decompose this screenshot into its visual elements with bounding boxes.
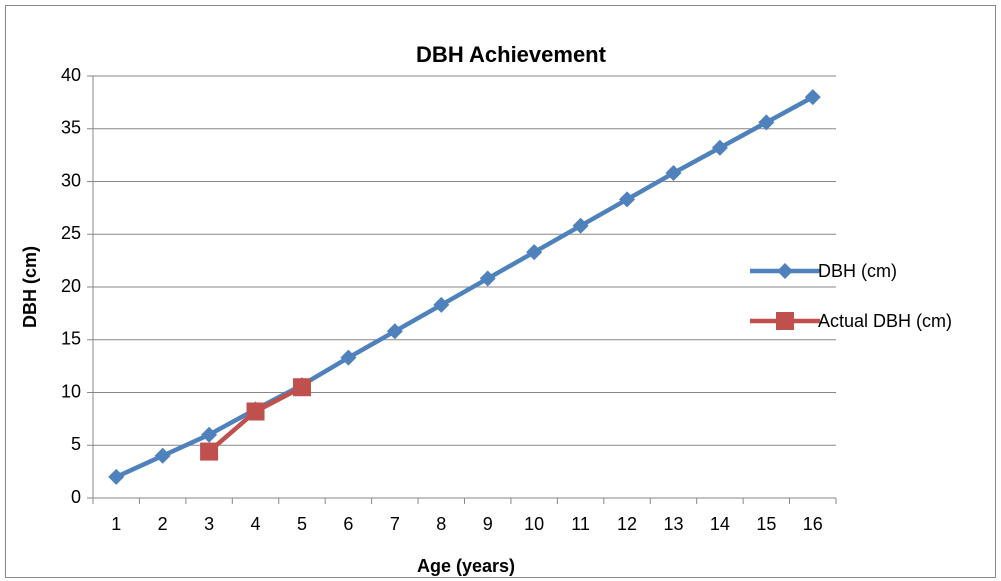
data-point [433, 296, 450, 313]
data-point [619, 191, 636, 208]
y-tick-label: 25 [61, 223, 81, 243]
legend-marker [777, 263, 793, 279]
data-point [758, 114, 775, 131]
x-tick-label: 11 [571, 514, 590, 534]
y-tick-label: 30 [61, 170, 81, 190]
data-point [526, 244, 543, 261]
data-point [200, 442, 219, 461]
data-point [201, 426, 218, 443]
x-tick-label: 1 [111, 514, 121, 534]
data-point [246, 402, 265, 421]
chart-border [5, 5, 996, 578]
x-tick-label: 8 [436, 514, 446, 534]
legend-label: DBH (cm) [818, 261, 897, 281]
y-axis-title: DBH (cm) [20, 246, 40, 328]
x-tick-label: 4 [251, 514, 261, 534]
data-point [479, 270, 496, 287]
y-tick-label: 0 [71, 487, 81, 507]
y-tick-label: 20 [61, 276, 81, 296]
x-tick-label: 12 [617, 514, 637, 534]
x-tick-label: 16 [803, 514, 823, 534]
data-point [711, 139, 728, 156]
x-tick-label: 14 [710, 514, 730, 534]
y-tick-label: 35 [61, 118, 81, 138]
y-tick-label: 40 [61, 65, 81, 85]
legend-marker [776, 312, 794, 330]
data-point [386, 323, 403, 340]
x-tick-label: 13 [663, 514, 683, 534]
x-axis-title: Age (years) [417, 556, 515, 576]
chart-title: DBH Achievement [416, 42, 607, 67]
x-tick-label: 2 [158, 514, 168, 534]
series-line [115, 95, 814, 479]
data-point [340, 349, 357, 366]
legend-label: Actual DBH (cm) [818, 311, 952, 331]
y-tick-label: 5 [71, 434, 81, 454]
data-point [572, 217, 589, 234]
data-point [154, 447, 171, 464]
y-tick-label: 10 [61, 381, 81, 401]
y-tick-label: 15 [61, 329, 81, 349]
x-tick-label: 5 [297, 514, 307, 534]
data-point [804, 89, 821, 106]
x-tick-label: 7 [390, 514, 400, 534]
x-tick-label: 15 [756, 514, 776, 534]
x-tick-label: 10 [524, 514, 544, 534]
data-point [292, 378, 311, 397]
data-point [665, 165, 682, 182]
x-tick-label: 9 [483, 514, 493, 534]
data-point [108, 468, 125, 485]
x-tick-label: 3 [204, 514, 214, 534]
x-tick-label: 6 [343, 514, 353, 534]
